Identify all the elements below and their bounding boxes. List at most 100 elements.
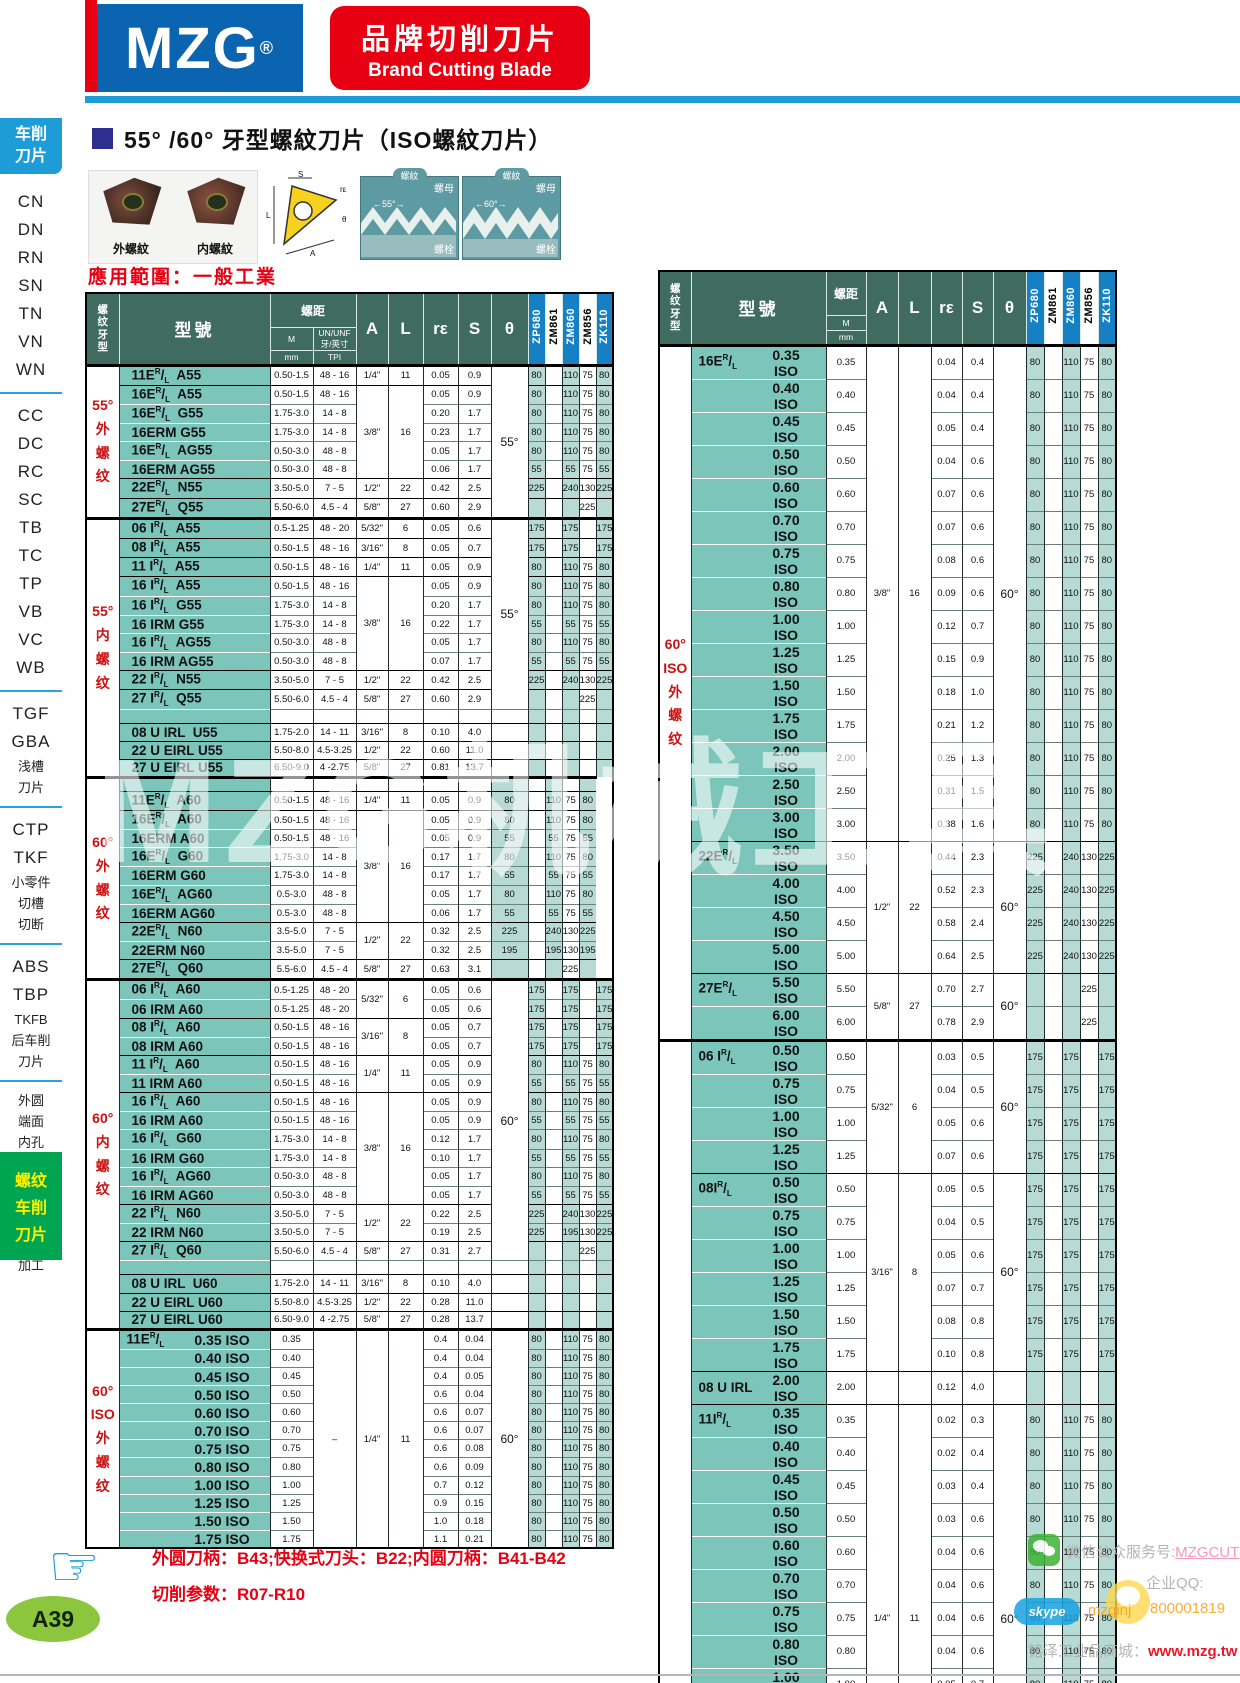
sidebar-item-端面[interactable]: 端面 (17, 1114, 44, 1129)
re-cell: 0.44 (930, 840, 962, 874)
size-a-cell: 1/4" (355, 1327, 389, 1549)
sidebar-tab-turning-inserts[interactable]: 车削 刀片 (0, 118, 62, 174)
re-cell: 0.28 (422, 1292, 459, 1312)
sidebar-item-TKF[interactable]: TKF (13, 848, 49, 867)
sidebar-item-GBA[interactable]: GBA (11, 732, 51, 751)
s-cell: 1.7 (457, 614, 492, 634)
model-cell: 0.80 ISO (690, 576, 826, 610)
sidebar-item-小零件[interactable]: 小零件 (11, 875, 51, 890)
grade-value-cell: 110 (561, 1054, 580, 1075)
sidebar-item-TKFB[interactable]: TKFB (14, 1012, 48, 1027)
sidebar-item-TGF[interactable]: TGF (12, 704, 50, 723)
sidebar-item-切槽[interactable]: 切槽 (17, 896, 44, 911)
sidebar-item-TC[interactable]: TC (18, 546, 44, 565)
pitch-mm-cell: 0.70 (825, 510, 866, 544)
sidebar-item-RC[interactable]: RC (17, 462, 45, 481)
sidebar-item-内孔[interactable]: 内孔 (17, 1135, 44, 1150)
grade-value-cell: 175 (1097, 1172, 1116, 1206)
sidebar-item-TBP[interactable]: TBP (12, 985, 50, 1004)
s-cell: 0.6 (961, 1601, 993, 1635)
grade-value-cell: 110 (561, 557, 580, 577)
re-cell: 0.23 (422, 423, 459, 442)
re-cell: 0.05 (422, 809, 459, 830)
sidebar-item-VB[interactable]: VB (18, 602, 44, 621)
sidebar-item-SC[interactable]: SC (18, 490, 44, 509)
sidebar-item-WB[interactable]: WB (16, 658, 46, 677)
sidebar-tab-thread-turning-inserts[interactable]: 螺纹 车削 刀片 (0, 1152, 62, 1260)
grade-value-cell (1043, 1304, 1062, 1338)
sidebar-item-外圆[interactable]: 外圆 (17, 1093, 44, 1108)
sidebar-item-后车削[interactable]: 后车削 (11, 1033, 51, 1048)
mall-url-link[interactable]: www.mzg.tw (1148, 1643, 1238, 1660)
sidebar-item-浅槽[interactable]: 浅槽 (17, 759, 44, 774)
grade-value-cell (1043, 1436, 1062, 1470)
size-l-cell: 6 (387, 978, 424, 1019)
sidebar-item-VC[interactable]: VC (18, 630, 44, 649)
grade-value-cell: 110 (1061, 343, 1080, 379)
sidebar-item-刀片[interactable]: 刀片 (17, 1054, 44, 1069)
sidebar-item-ABS[interactable]: ABS (12, 957, 50, 976)
sidebar-item-TB[interactable]: TB (19, 518, 43, 537)
grade-value-cell: 55 (595, 614, 614, 634)
pitch-tpi-cell: 48 - 8 (312, 460, 357, 479)
sidebar-item-TN[interactable]: TN (18, 304, 44, 323)
grade-value-cell: 175 (1061, 1337, 1080, 1371)
grade-value-cell: 55 (490, 903, 529, 923)
table-row: 22 IR/L N60 3.50-5.0 7 - 5 1/2" 22 0.22 2.5 225… (86, 1203, 614, 1242)
col-header-col_s: S (457, 292, 492, 366)
model-cell: 11ER/L A60 (118, 790, 270, 811)
sidebar-item-加工[interactable]: 加工 (17, 1258, 44, 1273)
pitch-tpi-cell: 14 - 8 (312, 423, 357, 442)
pitch-mm-cell: 2.50 (825, 774, 866, 808)
size-a-cell: 3/8" (355, 384, 389, 479)
grade-value-cell: 240 (544, 921, 563, 942)
s-cell: 0.8 (961, 1337, 993, 1371)
pitch-mm-cell: 1.75 (825, 1337, 866, 1371)
model-cell: 16ERM A60 (118, 829, 270, 848)
s-cell: 3.1 (457, 959, 492, 980)
grade-value-cell: 75 (578, 403, 597, 424)
s-cell: 1.7 (457, 652, 492, 671)
sidebar-item-SN[interactable]: SN (18, 276, 44, 295)
sidebar-item-RN[interactable]: RN (17, 248, 45, 267)
s-cell: 0.07 (457, 1421, 492, 1440)
col-header-m: M (269, 326, 314, 351)
grade-value-cell: 110 (561, 1493, 580, 1513)
grade-value-cell: 195 (490, 940, 529, 960)
sidebar-item-DN[interactable]: DN (17, 220, 45, 239)
re-cell: 0.07 (930, 510, 962, 544)
pitch-tpi-cell: 4.5-3.25 (312, 1292, 357, 1312)
grade-value-cell: 80 (527, 1166, 546, 1187)
sidebar-item-切断[interactable]: 切断 (17, 917, 44, 932)
wechat-account-link[interactable]: MZGCUT (1175, 1544, 1240, 1561)
table-row: 16 IRM AG55 0.50-3.0 48 - 8 0.07 1.7 55 55 75 55 (86, 652, 614, 671)
table-row: 0.60 ISO 0.60 0.07 0.6 80 110 75 80 (659, 477, 1116, 511)
grade-value-cell: 75 (578, 632, 597, 653)
grade-value-cell: 75 (561, 829, 580, 848)
sidebar-item-CTP[interactable]: CTP (12, 820, 50, 839)
s-cell: 0.6 (961, 1238, 993, 1272)
sidebar-item-TP[interactable]: TP (19, 574, 43, 593)
grade-value-cell: 175 (527, 516, 546, 539)
sidebar-item-DC[interactable]: DC (17, 434, 45, 453)
grade-value-cell (578, 516, 597, 539)
grade-value-cell: 175 (1061, 1304, 1080, 1338)
grade-value-cell (1097, 972, 1116, 1006)
pitch-tpi-cell: 48 - 8 (312, 884, 357, 905)
grade-value-cell (578, 1274, 597, 1294)
sidebar-item-CN[interactable]: CN (17, 192, 45, 211)
grade-value-cell (544, 1203, 563, 1224)
table-row: 16ER/L AG60 0.5-3.0 48 - 8 0.05 1.7 80 110 75 80 (86, 884, 613, 905)
grade-value-cell: 75 (578, 1348, 597, 1368)
sidebar-item-VN[interactable]: VN (18, 332, 44, 351)
sidebar-item-CC[interactable]: CC (17, 406, 45, 425)
sidebar-item-WN[interactable]: WN (15, 360, 47, 379)
pitch-mm-cell: 0.50 (825, 1038, 866, 1074)
grade-value-cell: 75 (578, 576, 597, 597)
grade-value-cell: 110 (561, 1421, 580, 1440)
sidebar-item-刀片[interactable]: 刀片 (17, 780, 44, 795)
pitch-tpi-cell: 14 - 11 (312, 722, 357, 742)
s-cell: 0.6 (961, 576, 993, 610)
re-cell: 0.64 (930, 939, 962, 973)
pitch-mm-cell: 1.25 (269, 1493, 313, 1513)
